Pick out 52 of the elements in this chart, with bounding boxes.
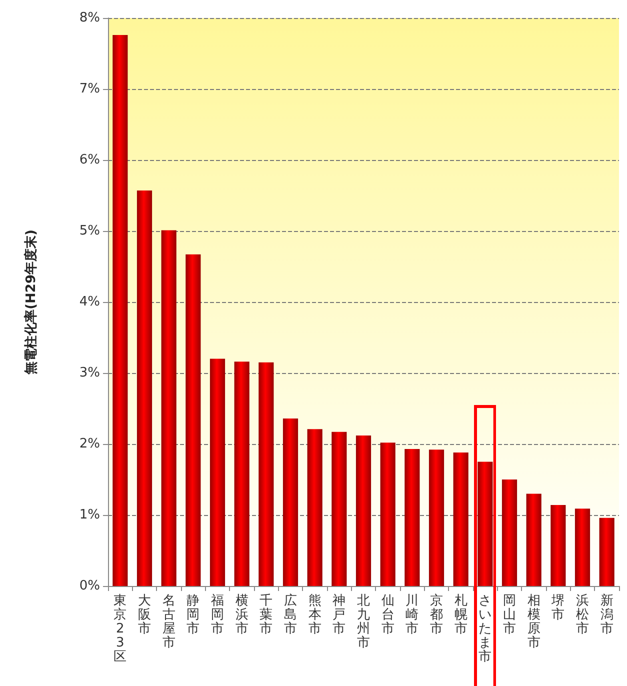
bar — [502, 480, 518, 586]
x-tick-label: 浜松市 — [576, 594, 589, 636]
bar — [453, 452, 468, 586]
x-tick-label: 岡山市 — [503, 594, 516, 636]
bar — [307, 429, 322, 586]
bar — [234, 362, 250, 586]
x-tick-label: 東京23区 — [114, 594, 127, 664]
x-tick-label: 熊本市 — [308, 594, 322, 636]
x-tick-label: 神戸市 — [332, 594, 346, 636]
y-tick-label: 3% — [79, 366, 100, 380]
x-tick-label: 相模原市 — [527, 594, 540, 650]
bar — [526, 494, 542, 586]
x-tick-label: 名古屋市 — [162, 594, 176, 650]
bar — [428, 450, 444, 586]
bar — [282, 418, 298, 586]
bar — [136, 190, 152, 586]
y-tick-label: 7% — [79, 82, 100, 96]
y-tick-label: 4% — [79, 294, 100, 310]
y-tick-label: 0% — [79, 578, 100, 594]
x-tick-label: 横浜市 — [235, 594, 248, 636]
bar — [210, 358, 226, 586]
bar — [258, 362, 274, 586]
x-tick-label: 広島市 — [284, 592, 297, 636]
bar — [404, 448, 420, 586]
bar — [112, 35, 128, 586]
x-tick-label: さいたま市 — [478, 594, 492, 664]
x-tick-label: 札幌市 — [454, 594, 468, 636]
bar — [599, 518, 614, 586]
bar — [161, 230, 176, 586]
x-tick-label: 仙台市 — [381, 594, 394, 636]
bar — [186, 254, 201, 586]
y-axis-title: 無電柱化率(H29年度末) — [23, 230, 39, 376]
bar — [574, 508, 590, 586]
bar — [478, 462, 493, 586]
x-tick-label: 千葉市 — [260, 594, 273, 636]
bar — [356, 435, 372, 586]
x-tick-label: 京都市 — [430, 594, 443, 636]
x-tick-label: 川崎市 — [406, 594, 419, 636]
y-tick-label: 1% — [79, 508, 100, 522]
y-tick-label: 6% — [79, 152, 100, 168]
x-tick-label: 福岡市 — [211, 594, 224, 636]
x-tick-label: 堺市 — [550, 594, 565, 622]
bar — [332, 432, 347, 586]
x-tick-label: 北九州市 — [357, 594, 370, 650]
x-tick-label: 大阪市 — [138, 594, 151, 636]
y-tick-label: 5% — [79, 224, 100, 238]
y-tick-label: 8% — [79, 10, 100, 26]
x-tick-label: 静岡市 — [186, 594, 200, 636]
bar — [550, 505, 566, 586]
bar — [380, 442, 396, 586]
y-tick-label: 2% — [79, 436, 100, 452]
x-tick-label: 新潟市 — [600, 594, 614, 636]
